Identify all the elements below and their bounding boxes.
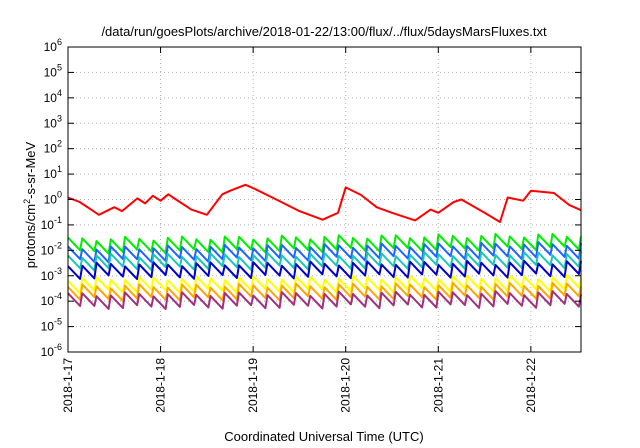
y-tick-label: 106 — [44, 37, 62, 54]
series-line-1 — [67, 183, 582, 223]
y-tick-label: 100 — [44, 190, 62, 207]
series-line-8 — [67, 290, 582, 310]
y-tick-label: 10-2 — [41, 240, 62, 257]
y-tick-label: 10-3 — [41, 266, 62, 283]
y-tick-label: 10-1 — [41, 215, 62, 232]
x-tick-label: 2018-1-19 — [246, 358, 260, 413]
x-tick-label: 2018-1-21 — [431, 358, 445, 413]
chart-title: /data/run/goesPlots/archive/2018-01-22/1… — [101, 24, 547, 39]
y-axis-label-sup: 2 — [22, 199, 32, 204]
x-tick-label: 2018-1-18 — [154, 358, 168, 413]
grid — [68, 47, 581, 352]
x-axis-label: Coordinated Universal Time (UTC) — [224, 429, 423, 444]
y-tick-label: 102 — [44, 139, 62, 156]
series-line-6 — [67, 273, 582, 295]
axes: 2018-1-17 2018-1-18 2018-1-19 2018-1-20 2018… — [41, 37, 581, 413]
y-axis-label-pre: protons/cm — [23, 204, 38, 268]
y-tick-label: 10-6 — [41, 342, 62, 359]
series-line-7 — [67, 281, 582, 302]
y-tick-label: 104 — [44, 88, 62, 105]
x-tick-label: 2018-1-22 — [524, 358, 538, 413]
series-line-4 — [67, 251, 582, 272]
y-axis-label: protons/cm2-s-sr-MeV — [22, 141, 38, 268]
y-tick-label: 10-4 — [41, 291, 62, 308]
series-lines — [67, 183, 582, 310]
y-tick-label: 105 — [44, 62, 62, 79]
series-line-2 — [67, 232, 582, 255]
x-tick-label: 2018-1-20 — [339, 358, 353, 413]
x-tick-label: 2018-1-17 — [61, 358, 75, 413]
y-tick-label: 101 — [44, 164, 62, 181]
y-tick-label: 10-5 — [41, 317, 62, 334]
series-line-5 — [67, 259, 582, 281]
y-axis-label-post: -s-sr-MeV — [23, 141, 38, 198]
y-tick-label: 103 — [44, 113, 62, 130]
series-line-3 — [67, 241, 582, 264]
